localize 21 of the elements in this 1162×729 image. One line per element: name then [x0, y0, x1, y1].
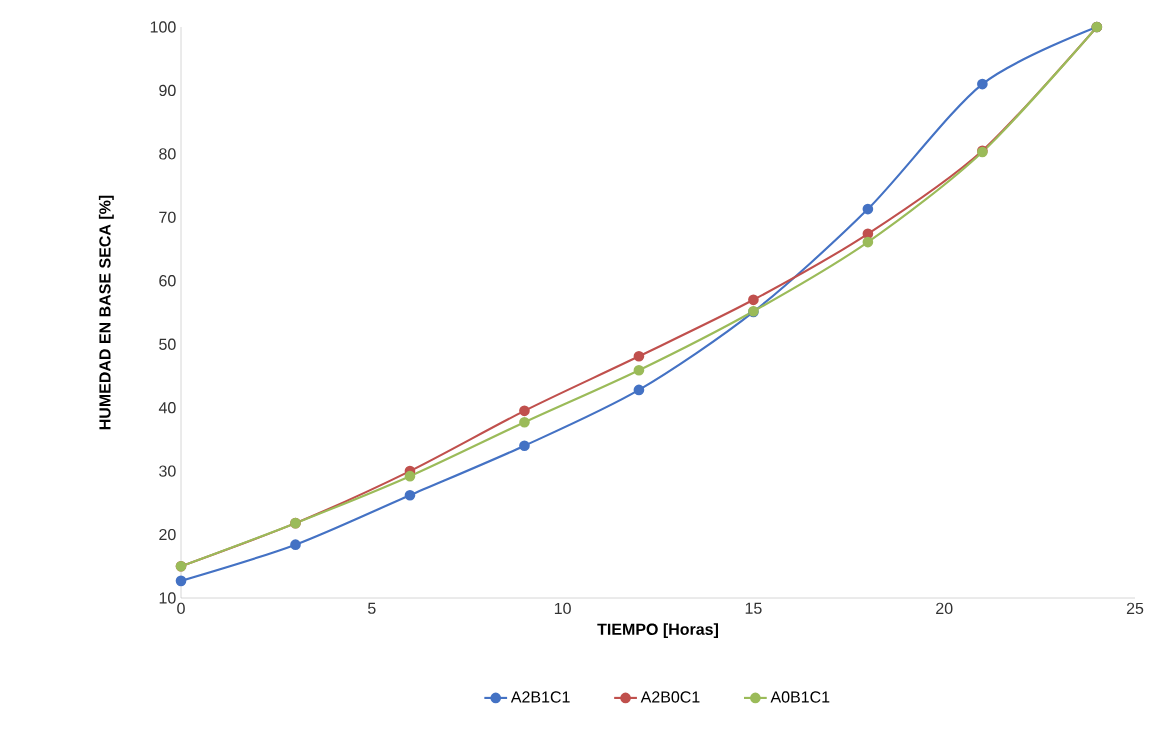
y-tick-label: 80 [159, 148, 176, 160]
legend-label: A0B1C1 [770, 691, 830, 703]
x-tick-label: 20 [936, 602, 953, 615]
y-tick-label: 90 [159, 84, 176, 97]
y-axis-title: HUMEDAD EN BASE SECA [%] [98, 195, 114, 430]
y-tick-label: 40 [158, 402, 176, 414]
x-tick-label: 25 [1126, 602, 1144, 615]
x-tick-label: 15 [745, 602, 762, 614]
y-tick-label: 60 [159, 275, 176, 287]
y-tick-label: 50 [159, 338, 176, 350]
x-tick-label: 0 [177, 602, 185, 615]
legend-label: A2B0C1 [640, 691, 700, 703]
y-tick-label: 20 [159, 528, 176, 541]
y-tick-label: 30 [159, 465, 176, 477]
x-tick-label: 5 [368, 602, 376, 614]
legend-label: A2B1C1 [510, 691, 570, 703]
x-axis-title: TIEMPO [Horas] [597, 623, 718, 639]
y-tick-label: 100 [150, 21, 176, 33]
x-tick-label: 10 [554, 602, 571, 615]
y-tick-label: 10 [159, 592, 176, 604]
y-tick-label: 70 [159, 211, 176, 223]
